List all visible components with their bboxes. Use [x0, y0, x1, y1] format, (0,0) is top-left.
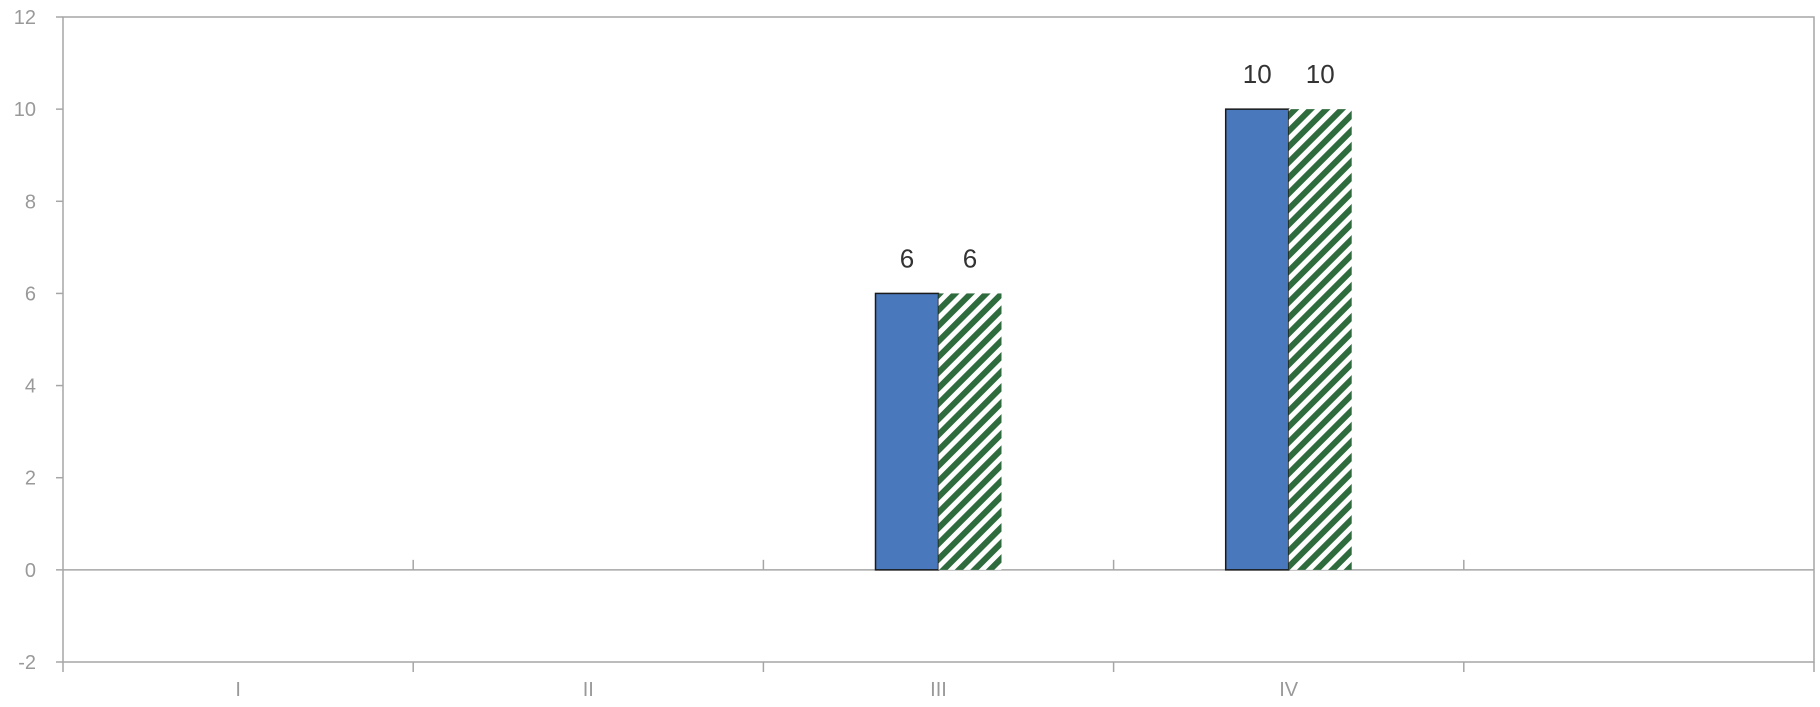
- y-tick-label: 6: [25, 283, 36, 305]
- y-tick-label: 10: [14, 99, 36, 121]
- data-label: 10: [1243, 59, 1272, 89]
- x-tick-label: I: [235, 679, 241, 701]
- bars: [874, 108, 1352, 571]
- y-tick-label: 0: [25, 560, 36, 582]
- y-tick-label: -2: [18, 652, 36, 674]
- data-label: 6: [963, 243, 977, 273]
- x-tick-label: III: [930, 679, 947, 701]
- y-tick-label: 2: [25, 468, 36, 490]
- plot-frame: [62, 16, 1815, 663]
- y-axis: -2 0 2 4 6 8 10 12: [14, 7, 63, 674]
- bar-series-2-iv: [1288, 109, 1352, 570]
- data-labels: 6 10 6 10: [900, 59, 1335, 273]
- bar-series-1-iii: [874, 292, 940, 571]
- bar-series-1-iv: [1224, 108, 1290, 571]
- data-label: 6: [900, 243, 914, 273]
- x-axis: I II III IV: [62, 559, 1815, 701]
- y-tick-label: 8: [25, 191, 36, 213]
- data-label: 10: [1306, 59, 1335, 89]
- bar-series-2-iii: [938, 293, 1002, 570]
- y-tick-label: 12: [14, 7, 36, 29]
- x-tick-label: II: [583, 679, 594, 701]
- x-tick-label: IV: [1279, 679, 1299, 701]
- y-tick-label: 4: [25, 376, 36, 398]
